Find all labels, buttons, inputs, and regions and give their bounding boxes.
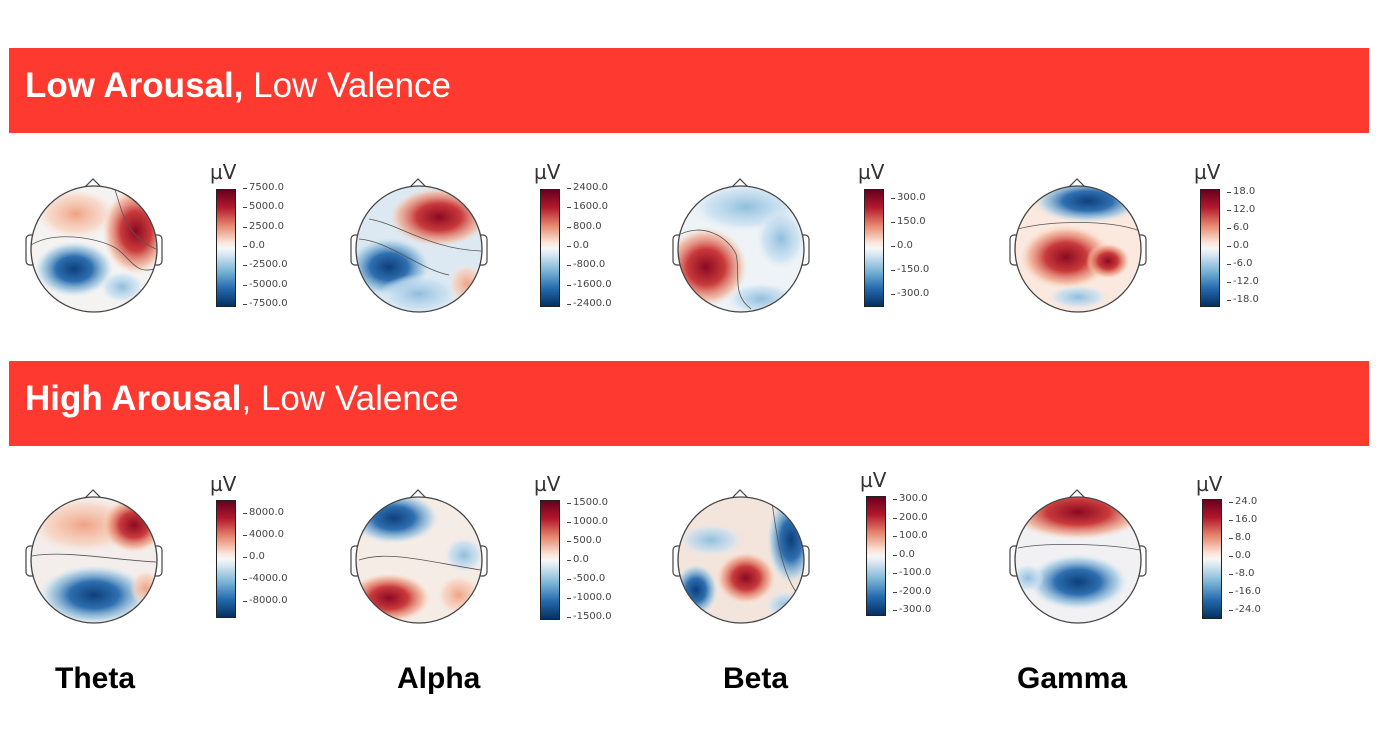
colorbar-tick-label: 2400.0 [567,182,608,193]
colorbar-tick-label: -6.0 [1227,258,1253,269]
colorbar-tick-label: 7500.0 [243,182,284,193]
unit-label: µV [1196,472,1223,496]
colorbar-tick-label: -8000.0 [243,595,288,606]
colorbar-tick-label: 0.0 [243,551,265,562]
band-label-theta: Theta [55,662,136,695]
topomap-low-arousal-theta [25,178,163,313]
colorbar [540,500,560,620]
colorbar-tick-label: -1600.0 [567,278,612,290]
unit-label: µV [210,160,237,184]
colorbar-tick-label: 0.0 [567,240,589,251]
colorbar-tick-label: -200.0 [892,585,932,597]
unit-label: µV [534,472,561,496]
colorbar-tick-label: -800.0 [566,259,606,271]
colorbar-tick-label: 2500.0 [243,220,284,232]
colorbar-tick-label: 16.0 [1228,514,1258,525]
colorbar-tick-label: 5000.0 [243,201,284,213]
colorbar-tick-label: -150.0 [890,264,930,275]
row-title-bold: Low Arousal, [25,66,244,105]
colorbar-tick-label: 0.0 [243,240,265,251]
colorbar [1202,499,1222,619]
colorbar-tick-label: -1000.0 [567,592,612,603]
colorbar-tick-label: -4000.0 [243,573,288,584]
band-label-alpha: Alpha [397,662,481,695]
colorbar-tick-label: 150.0 [891,216,926,227]
colorbar-tick-label: -18.0 [1227,294,1259,305]
unit-label: µV [210,472,237,496]
topomap-high-arousal-beta [672,489,810,624]
colorbar [866,496,886,616]
colorbar-tick-label: -500.0 [566,573,606,584]
colorbar-tick-label: -300.0 [890,288,930,299]
row-title: High Arousal, Low Valence [25,379,459,419]
band-label-gamma: Gamma [1017,662,1128,695]
unit-label: µV [860,468,887,492]
unit-label: µV [858,160,885,184]
colorbar-tick-label: -2500.0 [243,259,288,271]
colorbar-tick-label: -8.0 [1229,568,1255,579]
row-title: Low Arousal, Low Valence [25,66,451,106]
colorbar-tick-label: 100.0 [893,530,928,541]
colorbar-tick-label: 4000.0 [243,529,284,540]
row-banner-high-arousal: High Arousal, Low Valence [9,361,1369,446]
colorbar [216,189,236,307]
colorbar-tick-label: 300.0 [891,192,926,203]
topomap-low-arousal-beta [672,178,810,313]
topomap-high-arousal-theta [25,489,163,624]
colorbar-tick-label: -24.0 [1229,604,1261,615]
colorbar-tick-label: 300.0 [893,493,928,504]
row-title-rest: Low Valence [243,66,451,105]
colorbar-tick-label: -5000.0 [243,278,288,290]
topomap-high-arousal-gamma [1009,489,1147,624]
colorbar-tick-label: 0.0 [1229,550,1251,561]
colorbar-tick-label: 800.0 [567,220,602,232]
colorbar-tick-label: -2400.0 [567,298,612,309]
colorbar-tick-label: 8000.0 [243,507,284,518]
colorbar-tick-label: -7500.0 [243,298,288,309]
colorbar-tick-label: -300.0 [892,604,932,615]
colorbar-tick-label: 24.0 [1228,496,1258,507]
topomap-high-arousal-alpha [350,489,488,624]
colorbar-tick-label: 8.0 [1229,532,1251,543]
colorbar [1200,189,1220,307]
colorbar-tick-label: 500.0 [567,535,602,546]
row-banner-low-arousal: Low Arousal, Low Valence [9,48,1369,133]
colorbar-tick-label: 1600.0 [567,201,608,213]
colorbar-tick-label: 0.0 [1227,240,1249,251]
colorbar [864,189,884,307]
row-title-rest: , Low Valence [241,379,459,418]
colorbar-tick-label: -16.0 [1229,586,1261,597]
colorbar-tick-label: 12.0 [1226,204,1256,215]
colorbar-tick-label: 0.0 [567,554,589,565]
colorbar-tick-label: -1500.0 [567,611,612,622]
colorbar-tick-label: 1000.0 [567,516,608,527]
colorbar-tick-label: 200.0 [893,511,928,523]
row-title-bold: High Arousal [25,379,242,418]
colorbar-tick-label: -100.0 [892,567,932,578]
topomap-low-arousal-alpha [350,178,488,313]
band-label-beta: Beta [723,662,789,695]
colorbar [216,500,236,618]
colorbar-tick-label: 18.0 [1226,186,1256,197]
colorbar-tick-label: 6.0 [1227,222,1249,233]
unit-label: µV [1194,160,1221,184]
unit-label: µV [534,160,561,184]
colorbar [540,189,560,307]
colorbar-tick-label: -12.0 [1227,276,1259,287]
colorbar-tick-label: 0.0 [893,548,915,560]
topomap-low-arousal-gamma [1009,178,1147,313]
colorbar-tick-label: 0.0 [891,240,913,251]
colorbar-tick-label: 1500.0 [567,497,608,508]
